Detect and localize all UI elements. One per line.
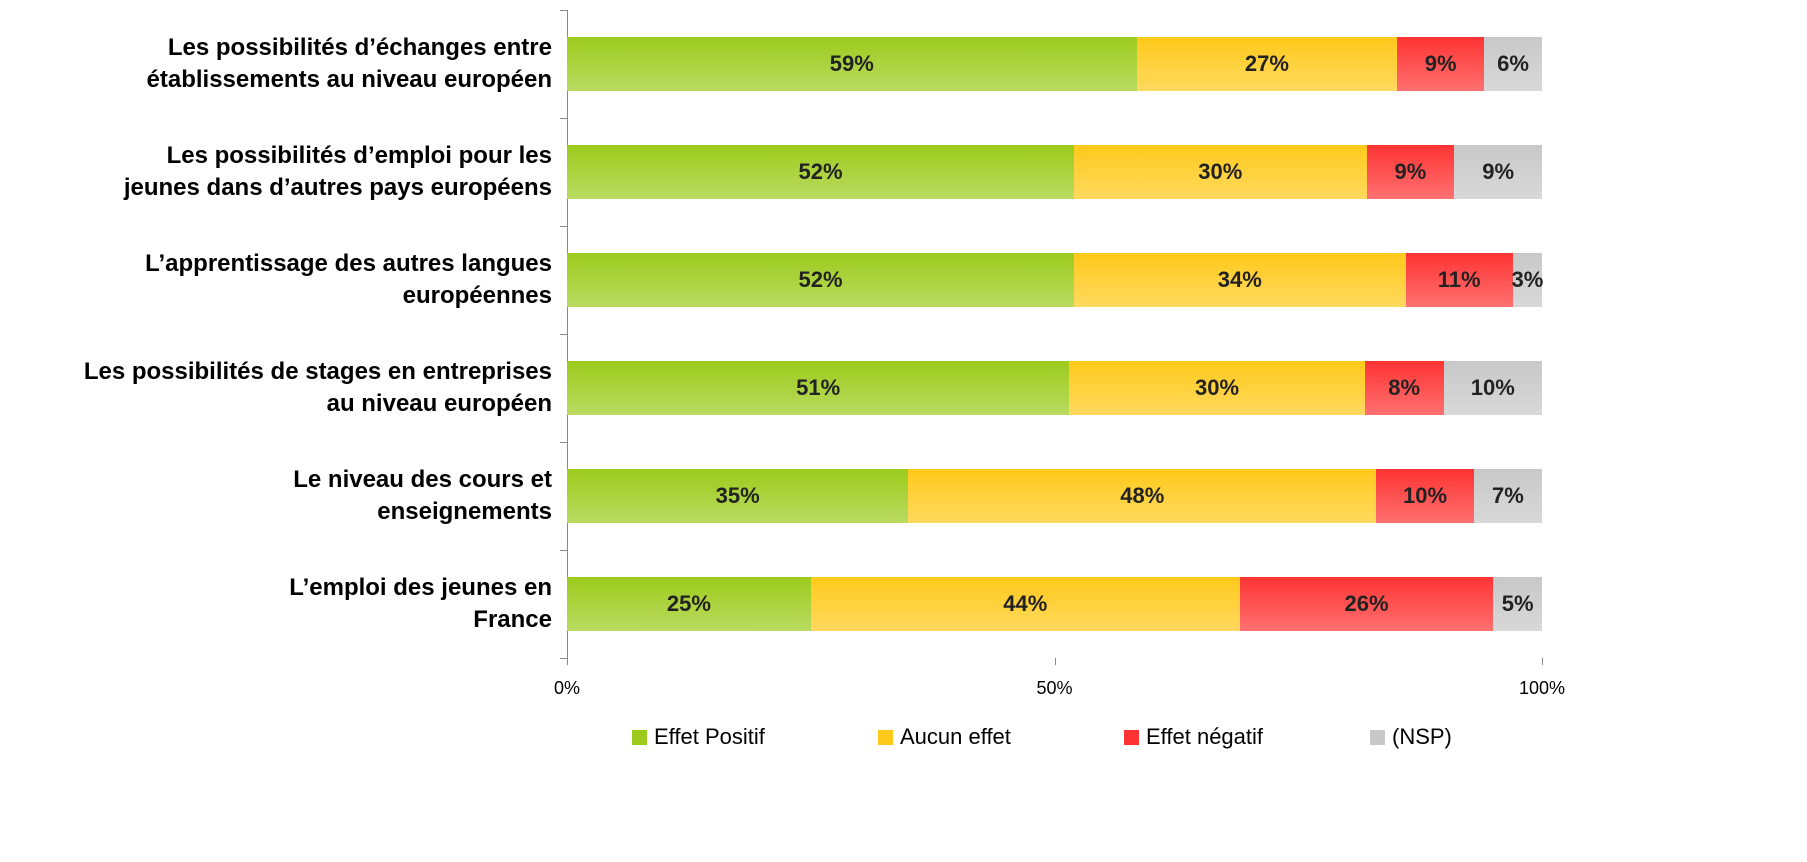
- data-label: 25%: [666, 591, 711, 616]
- legend-swatch: [1370, 730, 1385, 745]
- data-label: 27%: [1244, 51, 1289, 76]
- axis-tick: [560, 334, 567, 335]
- legend-label: (NSP): [1392, 724, 1452, 749]
- x-tick-label: 0%: [553, 678, 580, 698]
- data-label: 10%: [1402, 483, 1448, 508]
- axis-tick: [560, 226, 567, 227]
- bar-segment: 52%: [567, 253, 1074, 307]
- x-tick-label: 100%: [1518, 678, 1566, 698]
- bar-segment: 10%: [1443, 361, 1542, 415]
- bar-segment: 8%: [1364, 361, 1444, 415]
- data-label: 11%: [1437, 267, 1481, 292]
- category-label: Le niveau des cours et enseignements: [293, 466, 552, 525]
- data-label: 52%: [798, 159, 843, 184]
- data-label: 34%: [1217, 267, 1262, 292]
- bar-segment: 5%: [1493, 577, 1542, 631]
- data-label: 35%: [715, 483, 760, 508]
- bar-segment: 35%: [567, 469, 909, 523]
- legend-swatch: [1124, 730, 1139, 745]
- data-label: 52%: [798, 267, 843, 292]
- bar-segment: 59%: [567, 37, 1137, 91]
- legend-swatch: [632, 730, 647, 745]
- bar-segment: 3%: [1511, 253, 1544, 307]
- data-label: 5%: [1501, 591, 1534, 616]
- bar-segment: 26%: [1239, 577, 1494, 631]
- category-label: Les possibilités d’échanges entre établi…: [146, 34, 552, 93]
- axis-tick: [560, 658, 567, 659]
- data-label: 6%: [1497, 51, 1529, 76]
- axis-tick: [560, 118, 567, 119]
- data-label: 9%: [1424, 51, 1457, 76]
- x-tick-mark: [567, 658, 568, 665]
- bar-segment: 44%: [810, 577, 1240, 631]
- category-label: L’emploi des jeunes en France: [289, 574, 552, 633]
- data-label: 10%: [1470, 375, 1515, 400]
- bar-segment: 34%: [1074, 253, 1406, 307]
- bar-segment: 25%: [567, 577, 811, 631]
- legend-label: Aucun effet: [900, 724, 1011, 749]
- bar-segment: 52%: [567, 145, 1074, 199]
- bar-segment: 51%: [567, 361, 1070, 415]
- bar-segment: 30%: [1069, 361, 1365, 415]
- category-label: Les possibilités d’emploi pour les jeune…: [123, 142, 552, 201]
- category-label: Les possibilités de stages en entreprise…: [83, 358, 552, 417]
- bar-segment: 9%: [1454, 145, 1542, 199]
- axis-tick: [560, 550, 567, 551]
- bar-segment: 7%: [1473, 469, 1542, 523]
- data-label: 48%: [1120, 483, 1165, 508]
- data-label: 7%: [1491, 483, 1524, 508]
- data-label: 8%: [1388, 375, 1420, 400]
- data-label: 44%: [1003, 591, 1048, 616]
- bar-segment: 9%: [1366, 145, 1455, 199]
- category-label: L’apprentissage des autres langues europ…: [145, 250, 552, 309]
- data-label: 26%: [1344, 591, 1389, 616]
- legend-label: Effet négatif: [1146, 724, 1264, 749]
- bar-segment: 27%: [1136, 37, 1398, 91]
- y-axis: [567, 10, 568, 658]
- x-tick-mark: [1542, 658, 1543, 665]
- data-label: 30%: [1198, 159, 1243, 184]
- axis-tick: [560, 442, 567, 443]
- bar-segment: 30%: [1074, 145, 1367, 199]
- data-label: 9%: [1394, 159, 1427, 184]
- legend-label: Effet Positif: [654, 724, 765, 749]
- bar-segment: 48%: [908, 469, 1377, 523]
- bar-segment: 11%: [1405, 253, 1513, 307]
- data-label: 3%: [1511, 267, 1544, 292]
- bar-segment: 10%: [1376, 469, 1474, 523]
- data-label: 51%: [796, 375, 841, 400]
- axis-tick: [560, 10, 567, 11]
- x-tick-label: 50%: [1036, 678, 1073, 698]
- bar-segment: 9%: [1397, 37, 1485, 91]
- data-label: 30%: [1194, 375, 1240, 400]
- data-label: 59%: [829, 51, 874, 76]
- x-tick-mark: [1054, 658, 1056, 665]
- legend-swatch: [878, 730, 893, 745]
- bar-segment: 6%: [1484, 37, 1542, 91]
- data-label: 9%: [1482, 159, 1515, 184]
